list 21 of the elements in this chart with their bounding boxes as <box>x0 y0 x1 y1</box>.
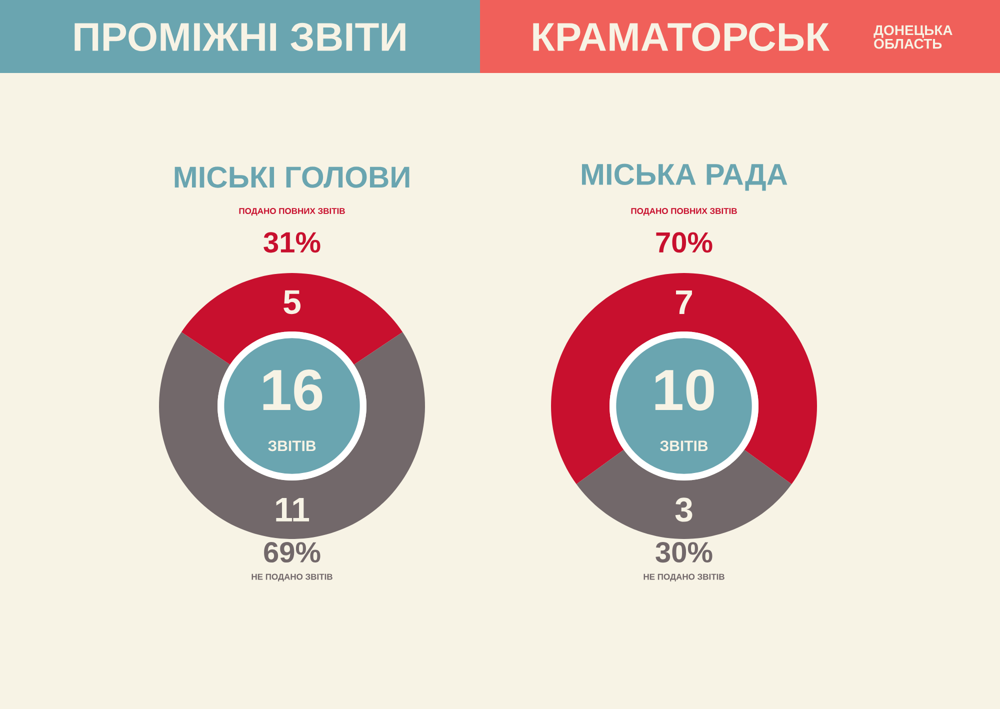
text: 16 <box>263 370 322 411</box>
slice-label: ПОДАНО ПОВНИХ ЗВІТІВ <box>631 208 737 216</box>
text: 69% <box>264 542 320 563</box>
text: ЗВІТІВ <box>660 440 708 452</box>
text: КРАМАТОРСЬК <box>533 22 830 52</box>
text: 31% <box>264 232 320 253</box>
text: ЗВІТІВ <box>268 440 316 452</box>
text: 70% <box>656 232 712 253</box>
data-label: 5 <box>284 290 301 314</box>
slice-label: ПОДАНО ПОВНИХ ЗВІТІВ <box>239 208 345 216</box>
text: 30% <box>656 542 712 563</box>
text: 10 <box>655 370 714 411</box>
data-label: 3 <box>675 498 692 522</box>
slice-label: НЕ ПОДАНО ЗВІТІВ <box>252 574 332 582</box>
chart-title: МІСЬКА РАДА <box>582 164 788 191</box>
text: ДОНЕЦЬКА ОБЛАСТЬ <box>874 25 952 49</box>
text: ПРОМІЖНІ ЗВІТИ <box>74 22 406 52</box>
data-label: 11 <box>276 498 310 522</box>
data-label: 7 <box>676 290 692 314</box>
slice-label: НЕ ПОДАНО ЗВІТІВ <box>644 574 724 582</box>
chart-title: МІСЬКІ ГОЛОВИ <box>174 166 410 188</box>
